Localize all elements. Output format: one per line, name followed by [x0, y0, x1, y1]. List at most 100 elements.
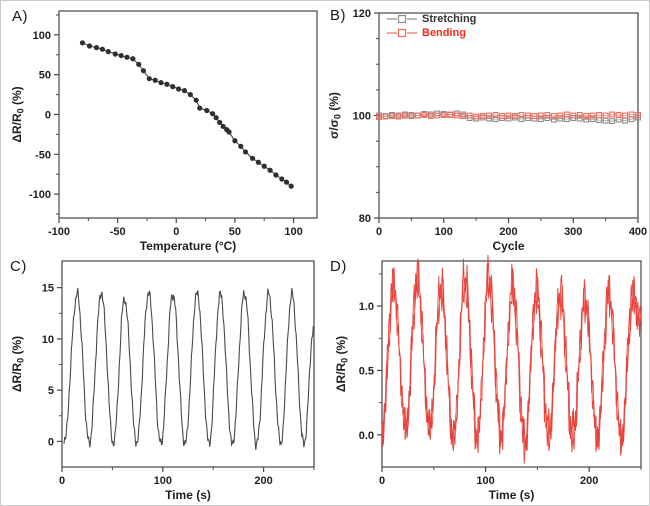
marker-stretching — [596, 117, 603, 124]
marker-bending — [583, 113, 590, 119]
axis-text: 0 — [45, 110, 51, 122]
axis-text: 200 — [254, 475, 272, 487]
axis-text: 80 — [359, 213, 371, 225]
trace-d — [381, 254, 642, 454]
marker-bending — [596, 112, 603, 118]
axis-text: 400 — [629, 226, 647, 238]
marker-bending — [460, 113, 467, 119]
data-point — [193, 97, 199, 103]
data-point — [232, 138, 238, 144]
marker-bending — [537, 112, 544, 119]
axis-text: 50 — [229, 226, 241, 238]
marker-stretching — [609, 118, 616, 125]
axis-text: -100 — [48, 226, 70, 238]
legend-label-bending: Bending — [422, 27, 466, 39]
axis-text: 100 — [154, 475, 172, 487]
axis-text: -50 — [35, 149, 51, 161]
marker-stretching — [602, 117, 609, 124]
marker-stretching — [486, 115, 493, 122]
data-point — [146, 76, 152, 82]
data-point — [283, 179, 290, 185]
marker-bending — [615, 112, 622, 118]
marker-bending — [427, 113, 434, 119]
marker-stretching — [544, 115, 551, 122]
marker-stretching — [550, 116, 557, 123]
axis-text: 0 — [59, 475, 65, 487]
axis-text: 1.0 — [359, 301, 374, 313]
axes: 0 100 200 0.0 0.5 1.0 Time (s) ΔR/R0 (%) — [334, 260, 642, 502]
marker-bending — [486, 112, 493, 119]
marker-bending — [473, 113, 480, 120]
panel-label-b: B) — [330, 7, 346, 24]
data-point — [79, 40, 86, 46]
trace-c — [63, 287, 315, 450]
chart-c-strain-cycles: 0 100 200 0 5 10 15 Time (s) ΔR/R0 (%) — [10, 260, 315, 502]
axis-text: ΔR/R0 (%) — [10, 336, 26, 392]
marker-stretching — [583, 116, 590, 123]
marker-bending — [408, 113, 415, 119]
marker-bending — [512, 113, 518, 119]
panel-label-a: A) — [12, 8, 28, 25]
data-point — [124, 54, 130, 60]
marker-bending — [531, 113, 538, 119]
series — [381, 254, 642, 464]
panel-label-c: C) — [10, 258, 27, 275]
data-point — [136, 61, 142, 67]
data-point — [242, 149, 249, 155]
marker-bending — [628, 111, 635, 118]
marker-bending — [376, 114, 382, 120]
data-point — [140, 68, 147, 74]
axis-text: 0 — [379, 475, 385, 487]
marker-stretching — [622, 117, 628, 124]
marker-bending — [382, 113, 389, 120]
axis-text: ΔR/R0 (%) — [10, 86, 26, 142]
marker-bending — [440, 112, 447, 118]
marker-bending — [602, 112, 609, 119]
data-point — [170, 84, 176, 90]
legend: Stretching Bending — [387, 12, 476, 40]
marker-stretching — [505, 115, 512, 122]
data-point — [213, 115, 219, 121]
legend-item-stretching: Stretching — [387, 12, 476, 26]
data-point — [176, 86, 182, 92]
data-point — [86, 43, 93, 49]
marker-bending — [492, 112, 499, 118]
marker-bending — [421, 112, 428, 118]
axis-text: 200 — [580, 475, 598, 487]
marker-bending — [576, 112, 583, 118]
data-point — [210, 111, 216, 117]
axis-text: Time (s) — [489, 488, 535, 502]
data-point — [181, 88, 188, 94]
legend-label-stretching: Stretching — [422, 13, 477, 25]
axis-text: 5 — [48, 385, 54, 397]
marker-bending — [414, 112, 421, 119]
data-point — [267, 167, 273, 173]
marker-bending — [557, 112, 564, 119]
axis-text: 100 — [33, 30, 51, 42]
marker-bending — [524, 112, 531, 119]
axis-text: 100 — [476, 475, 494, 487]
data-point — [217, 119, 223, 126]
marker-bending — [589, 112, 596, 119]
marker-stretching — [537, 116, 544, 123]
marker-bending — [447, 111, 454, 118]
axis-text: 0.0 — [359, 430, 374, 442]
data-point — [255, 159, 261, 165]
data-point — [226, 129, 232, 135]
data-point — [158, 80, 164, 86]
axis-text: 120 — [353, 8, 371, 20]
axis-text: Time (s) — [165, 488, 211, 502]
marker-bending — [479, 113, 486, 119]
chart-b-cycle-stability: 0 100 200 300 400 80 100 120 Cycle σ/σ0 (%) — [327, 8, 647, 253]
axis-text: 100 — [435, 226, 453, 238]
axis-text: 100 — [284, 226, 302, 238]
bending-marker-icon — [387, 28, 417, 38]
marker-bending — [395, 113, 402, 120]
data-point — [118, 52, 124, 59]
marker-bending — [518, 112, 525, 118]
marker-bending — [622, 112, 628, 119]
marker-stretching — [576, 115, 583, 122]
panel-a: A) -100 -50 0 50 100 -100 -50 0 50 100 Temperature… — [1, 1, 326, 254]
data-point — [99, 46, 105, 52]
axis-text: ΔR/R0 (%) — [334, 336, 350, 392]
